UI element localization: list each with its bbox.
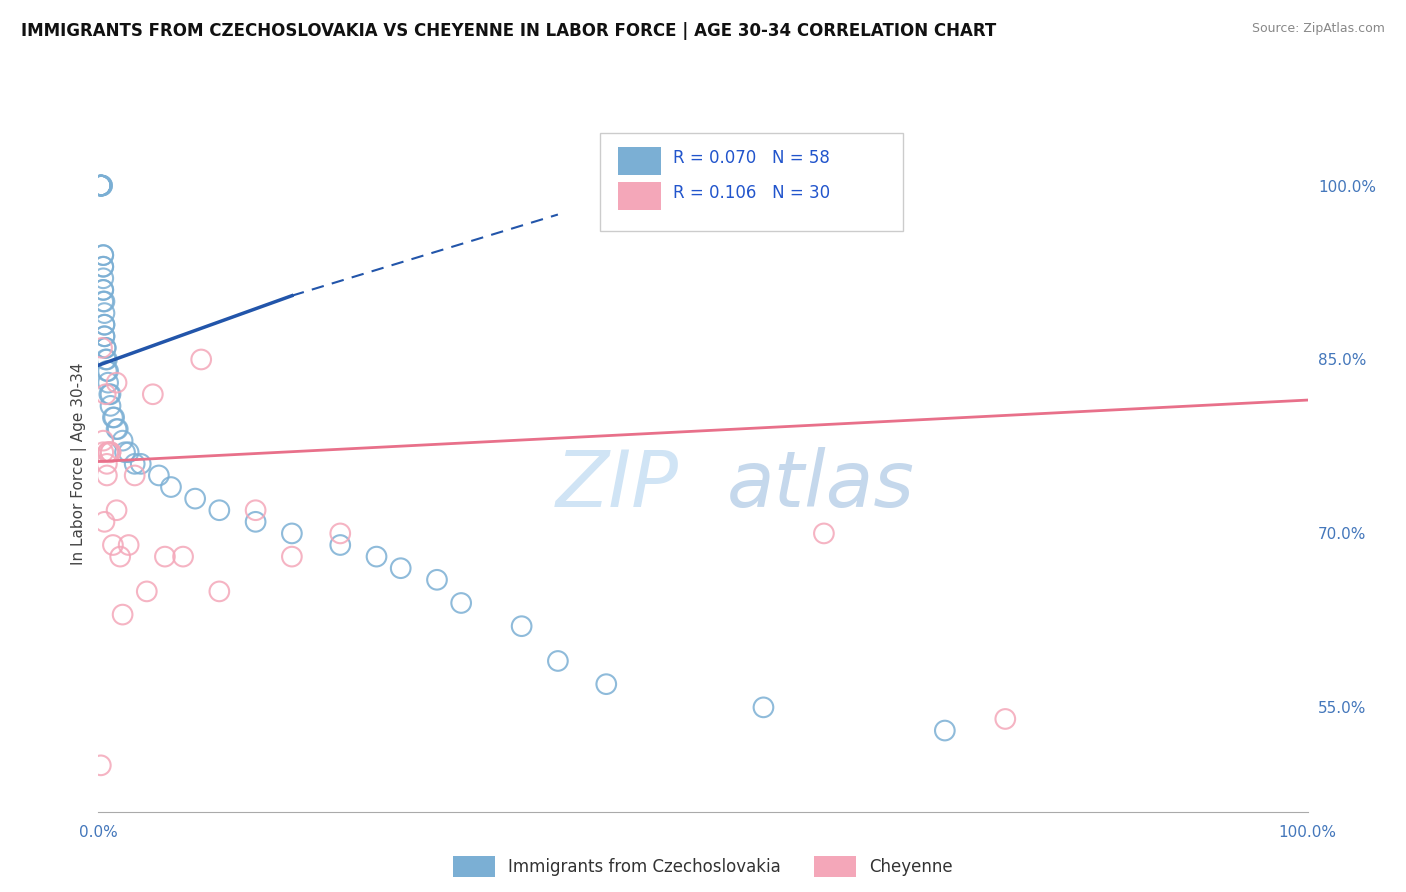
Point (90, 178, 112, 193)
Point (93, 329, 115, 343)
Point (148, 468, 170, 483)
Point (281, 526, 304, 541)
Point (245, 503, 267, 517)
Point (329, 526, 352, 541)
Point (426, 573, 449, 587)
Point (96, 364, 118, 378)
Y-axis label: In Labor Force | Age 30-34: In Labor Force | Age 30-34 (72, 362, 87, 566)
Point (90, 178, 112, 193)
Point (510, 619, 533, 633)
Point (90, 178, 112, 193)
Point (118, 538, 141, 552)
FancyBboxPatch shape (619, 182, 661, 210)
Point (595, 677, 617, 691)
Point (142, 387, 165, 401)
Point (90, 178, 112, 193)
Point (91, 445, 114, 459)
Point (105, 503, 128, 517)
Point (994, 712, 1017, 726)
Point (103, 410, 125, 425)
Point (94, 341, 117, 355)
Point (105, 422, 128, 436)
Point (111, 434, 134, 448)
Point (90, 178, 112, 193)
Text: atlas: atlas (727, 447, 915, 523)
Point (91, 260, 114, 274)
Point (107, 422, 129, 436)
Point (91, 178, 114, 193)
Point (93, 329, 115, 343)
Point (153, 549, 176, 564)
Text: ZIP: ZIP (555, 447, 679, 523)
Point (245, 515, 267, 529)
Point (96, 352, 118, 367)
Point (208, 584, 231, 599)
Point (184, 491, 207, 506)
Point (329, 538, 352, 552)
Point (91, 283, 114, 297)
Point (94, 387, 117, 401)
Point (90, 758, 112, 772)
Point (124, 468, 146, 483)
Point (93, 318, 115, 332)
Point (366, 549, 388, 564)
Point (547, 654, 569, 668)
Text: R = 0.070   N = 58: R = 0.070 N = 58 (673, 149, 830, 168)
Legend: Immigrants from Czechoslovakia, Cheyenne: Immigrants from Czechoslovakia, Cheyenne (447, 850, 959, 883)
Point (93, 294, 115, 309)
Point (450, 596, 472, 610)
Point (90, 178, 112, 193)
Point (124, 457, 146, 471)
Point (91, 178, 114, 193)
Point (93, 515, 115, 529)
Point (160, 480, 183, 494)
Point (100, 445, 122, 459)
Point (105, 376, 128, 390)
Point (114, 445, 136, 459)
Point (190, 352, 212, 367)
Point (100, 445, 122, 459)
Point (389, 561, 412, 575)
Text: R = 0.106   N = 30: R = 0.106 N = 30 (673, 184, 830, 202)
Point (91, 260, 114, 274)
Text: Source: ZipAtlas.com: Source: ZipAtlas.com (1251, 22, 1385, 36)
Point (91, 248, 114, 262)
Point (91, 248, 114, 262)
Point (111, 607, 134, 622)
Point (281, 549, 304, 564)
Point (97, 364, 120, 378)
Point (172, 549, 194, 564)
Point (813, 526, 835, 541)
Text: IMMIGRANTS FROM CZECHOSLOVAKIA VS CHEYENNE IN LABOR FORCE | AGE 30-34 CORRELATIO: IMMIGRANTS FROM CZECHOSLOVAKIA VS CHEYEN… (21, 22, 997, 40)
Point (208, 503, 231, 517)
Point (98, 387, 121, 401)
Point (752, 700, 775, 714)
Point (94, 352, 117, 367)
Point (93, 318, 115, 332)
FancyBboxPatch shape (600, 134, 903, 231)
Point (129, 457, 152, 471)
Point (100, 399, 122, 413)
Point (91, 341, 114, 355)
Point (97, 445, 120, 459)
Point (91, 434, 114, 448)
Point (96, 468, 118, 483)
Point (91, 283, 114, 297)
Point (100, 387, 122, 401)
Point (101, 410, 124, 425)
Point (93, 306, 115, 320)
Point (91, 271, 114, 285)
Point (135, 584, 157, 599)
Point (94, 341, 117, 355)
FancyBboxPatch shape (619, 147, 661, 175)
Point (97, 376, 120, 390)
Point (97, 445, 120, 459)
Point (118, 445, 141, 459)
Point (90, 178, 112, 193)
Point (96, 457, 118, 471)
Point (108, 549, 131, 564)
Point (934, 723, 956, 738)
Point (91, 294, 114, 309)
Point (101, 538, 124, 552)
